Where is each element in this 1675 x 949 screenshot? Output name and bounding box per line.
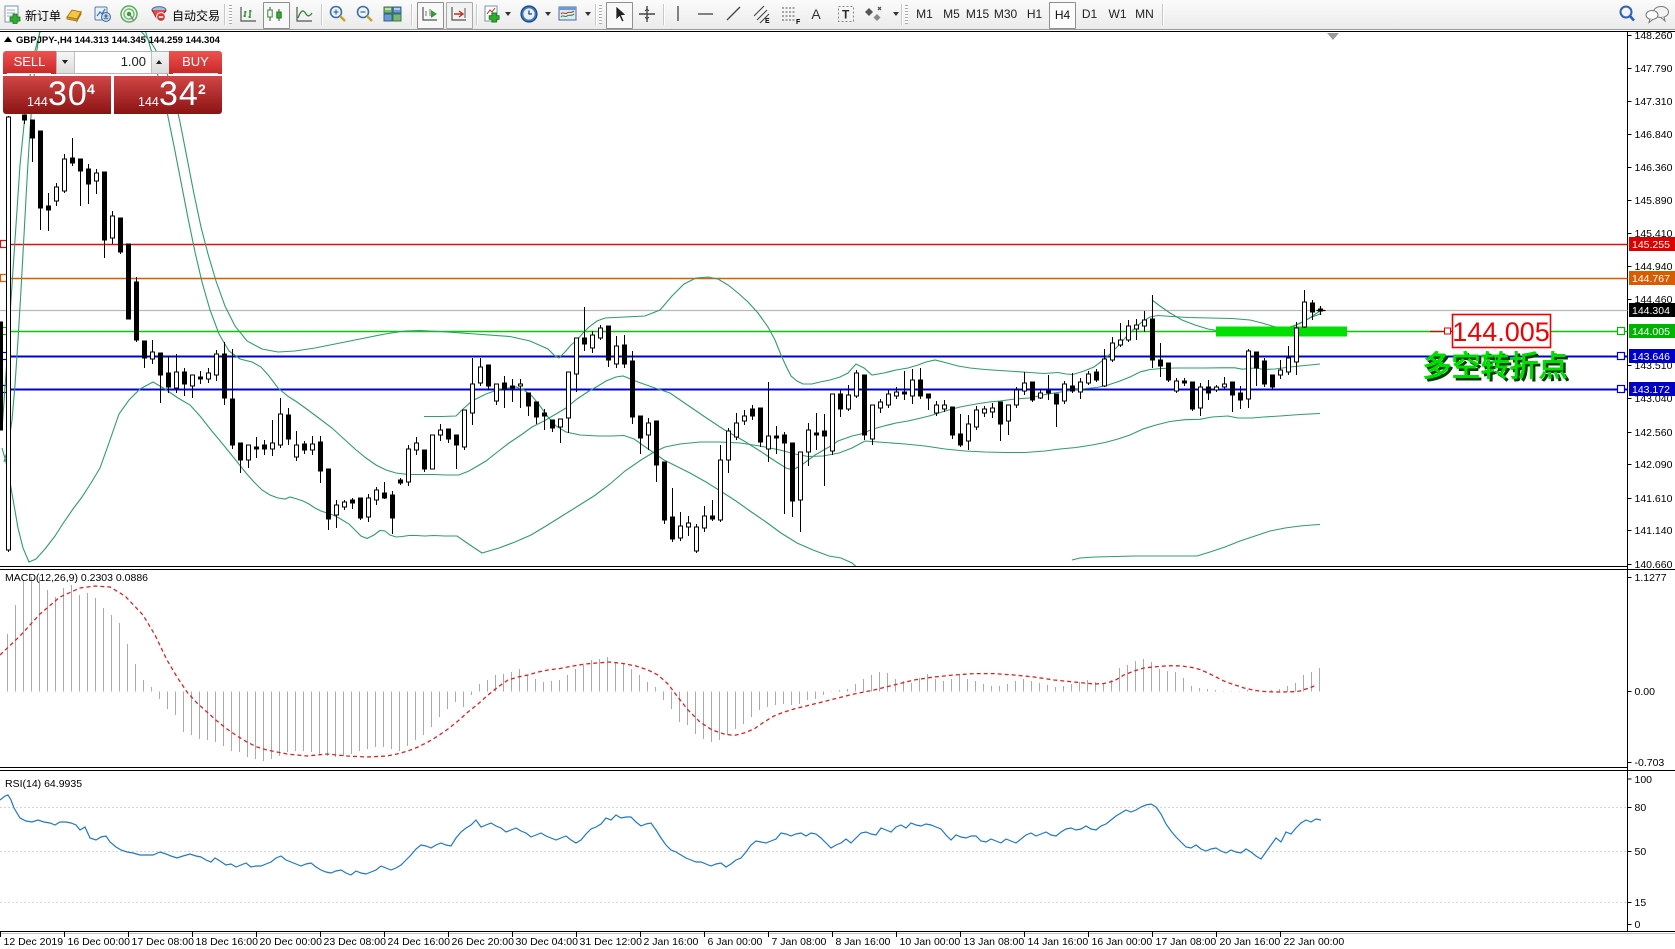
svg-text:140.660: 140.660 <box>1635 559 1673 571</box>
svg-text:142.560: 142.560 <box>1635 427 1673 439</box>
svg-text:16 Jan 00:00: 16 Jan 00:00 <box>1092 936 1153 948</box>
svg-text:MACD(12,26,9) 0.2303 0.0886: MACD(12,26,9) 0.2303 0.0886 <box>5 572 148 584</box>
svg-text:146.360: 146.360 <box>1635 162 1673 174</box>
svg-text:T: T <box>842 8 850 22</box>
svg-text:22 Jan 00:00: 22 Jan 00:00 <box>1284 936 1345 948</box>
svg-text:E: E <box>765 18 770 25</box>
svg-text:0: 0 <box>1635 919 1641 931</box>
svg-text:143.172: 143.172 <box>1632 384 1670 396</box>
svg-text:144.767: 144.767 <box>1632 273 1670 285</box>
svg-text:144.304: 144.304 <box>1632 305 1670 317</box>
svg-text:20 Dec 00:00: 20 Dec 00:00 <box>260 936 323 948</box>
svg-text:143.646: 143.646 <box>1632 351 1670 363</box>
svg-text:31 Dec 12:00: 31 Dec 12:00 <box>580 936 643 948</box>
svg-text:80: 80 <box>1635 802 1647 814</box>
svg-text:148.260: 148.260 <box>1635 30 1673 42</box>
svg-text:141.610: 141.610 <box>1635 493 1673 505</box>
svg-text:13 Jan 08:00: 13 Jan 08:00 <box>964 936 1025 948</box>
svg-text:147.310: 147.310 <box>1635 96 1673 108</box>
svg-text:2 Jan 16:00: 2 Jan 16:00 <box>644 936 699 948</box>
svg-text:12 Dec 2019: 12 Dec 2019 <box>4 936 64 948</box>
svg-text:144.005: 144.005 <box>1452 317 1550 347</box>
svg-text:多空转折点: 多空转折点 <box>1422 349 1567 383</box>
svg-text:GBPJPY-,H4 144.313 144.345 14: GBPJPY-,H4 144.313 144.345 144.259 144.3… <box>16 35 221 46</box>
svg-text:144.005: 144.005 <box>1632 326 1670 338</box>
svg-text:100: 100 <box>1635 774 1653 786</box>
svg-text:50: 50 <box>1635 846 1647 858</box>
svg-text:142.090: 142.090 <box>1635 459 1673 471</box>
svg-text:30 Dec 04:00: 30 Dec 04:00 <box>516 936 579 948</box>
svg-text:10 Jan 00:00: 10 Jan 00:00 <box>900 936 961 948</box>
svg-text:24 Dec 16:00: 24 Dec 16:00 <box>388 936 451 948</box>
svg-text:16 Dec 00:00: 16 Dec 00:00 <box>68 936 131 948</box>
svg-text:0.00: 0.00 <box>1635 686 1656 698</box>
svg-text:F: F <box>796 19 801 26</box>
svg-text:146.840: 146.840 <box>1635 129 1673 141</box>
svg-text:多空转折点: 多空转折点 <box>1425 352 1570 386</box>
svg-text:14 Jan 16:00: 14 Jan 16:00 <box>1028 936 1089 948</box>
svg-text:20 Jan 16:00: 20 Jan 16:00 <box>1220 936 1281 948</box>
svg-text:RSI(14) 64.9935: RSI(14) 64.9935 <box>5 778 82 790</box>
svg-text:8 Jan 16:00: 8 Jan 16:00 <box>836 936 891 948</box>
svg-text:15: 15 <box>1635 897 1647 909</box>
svg-text:141.140: 141.140 <box>1635 525 1673 537</box>
svg-text:145.890: 145.890 <box>1635 195 1673 207</box>
svg-text:145.255: 145.255 <box>1632 239 1670 251</box>
svg-text:6 Jan 00:00: 6 Jan 00:00 <box>708 936 763 948</box>
svg-text:147.790: 147.790 <box>1635 63 1673 75</box>
svg-text:1.1277: 1.1277 <box>1635 572 1667 584</box>
svg-text:17 Jan 08:00: 17 Jan 08:00 <box>1156 936 1217 948</box>
svg-text:18 Dec 16:00: 18 Dec 16:00 <box>196 936 259 948</box>
svg-text:26 Dec 20:00: 26 Dec 20:00 <box>452 936 515 948</box>
svg-text:7 Jan 08:00: 7 Jan 08:00 <box>772 936 827 948</box>
svg-text:144.940: 144.940 <box>1635 261 1673 273</box>
svg-text:-0.703: -0.703 <box>1635 757 1665 769</box>
svg-text:23 Dec 08:00: 23 Dec 08:00 <box>324 936 387 948</box>
svg-text:17 Dec 08:00: 17 Dec 08:00 <box>132 936 195 948</box>
